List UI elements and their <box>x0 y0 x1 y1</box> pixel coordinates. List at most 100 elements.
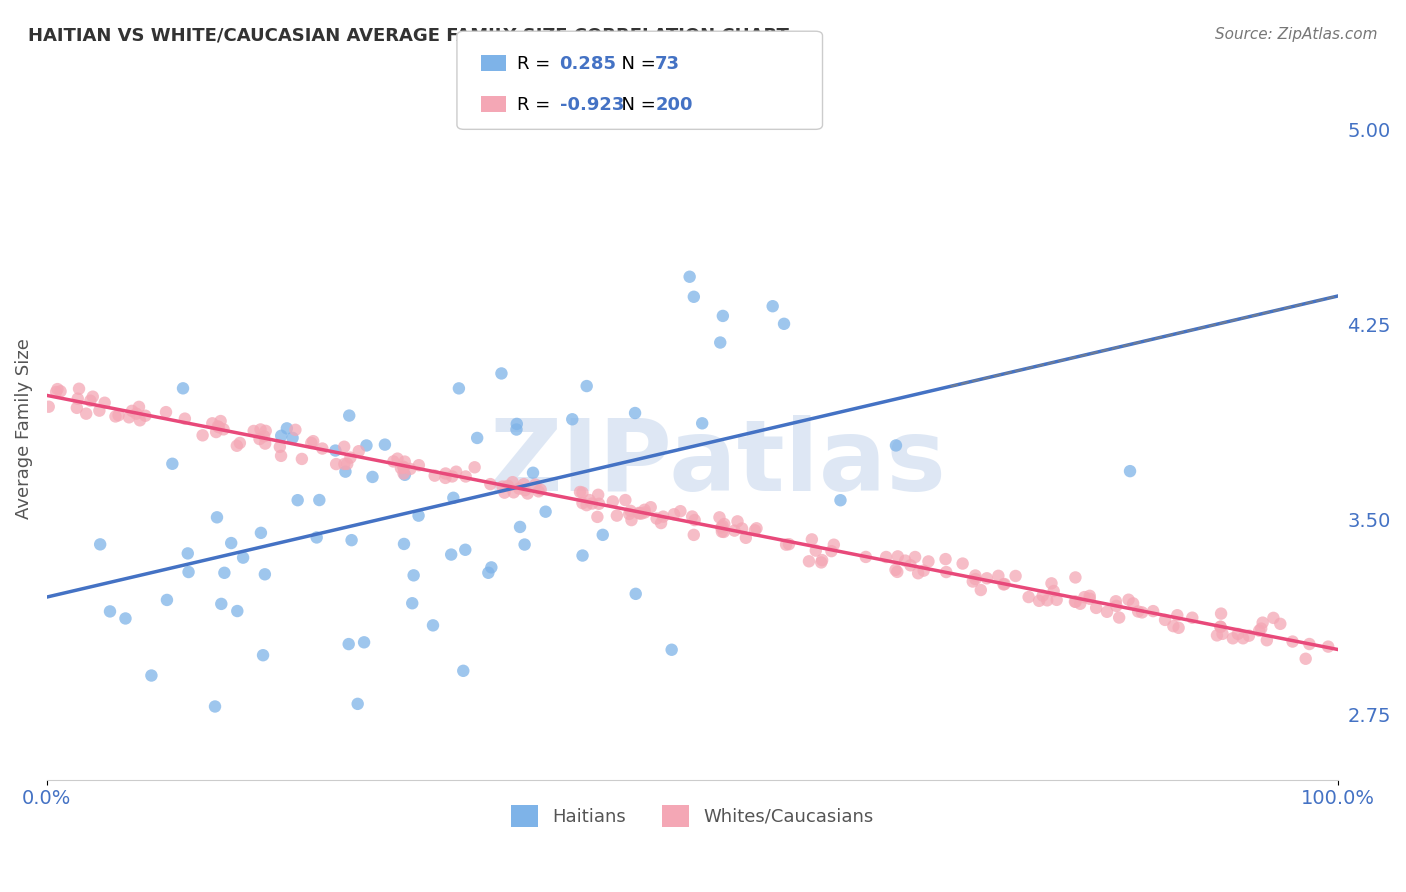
Whites/Caucasians <box>1095 605 1118 619</box>
Haitians <box>477 566 499 580</box>
Whites/Caucasians <box>201 417 224 431</box>
Whites/Caucasians <box>392 467 415 481</box>
Whites/Caucasians <box>619 504 641 518</box>
Whites/Caucasians <box>976 571 998 585</box>
Whites/Caucasians <box>962 574 984 589</box>
Whites/Caucasians <box>875 549 897 564</box>
Whites/Caucasians <box>1232 632 1254 646</box>
Haitians <box>172 381 194 395</box>
Haitians <box>392 537 415 551</box>
Haitians <box>1119 464 1142 478</box>
Whites/Caucasians <box>711 519 734 533</box>
Text: 73: 73 <box>655 55 681 73</box>
Whites/Caucasians <box>1295 652 1317 666</box>
Whites/Caucasians <box>229 436 252 450</box>
Whites/Caucasians <box>804 543 827 558</box>
Whites/Caucasians <box>713 524 735 539</box>
Whites/Caucasians <box>775 538 797 552</box>
Haitians <box>830 493 852 508</box>
Haitians <box>177 546 200 560</box>
Whites/Caucasians <box>1042 584 1064 599</box>
Whites/Caucasians <box>134 409 156 423</box>
Haitians <box>440 548 463 562</box>
Whites/Caucasians <box>965 568 987 582</box>
Whites/Caucasians <box>575 498 598 512</box>
Haitians <box>305 531 328 545</box>
Whites/Caucasians <box>1250 622 1272 636</box>
Haitians <box>661 642 683 657</box>
Haitians <box>356 438 378 452</box>
Whites/Caucasians <box>104 409 127 424</box>
Whites/Caucasians <box>336 457 359 471</box>
Whites/Caucasians <box>208 420 231 434</box>
Whites/Caucasians <box>107 409 129 423</box>
Whites/Caucasians <box>325 457 347 471</box>
Whites/Caucasians <box>993 577 1015 591</box>
Whites/Caucasians <box>683 513 706 527</box>
Whites/Caucasians <box>620 513 643 527</box>
Whites/Caucasians <box>734 531 756 545</box>
Text: HAITIAN VS WHITE/CAUCASIAN AVERAGE FAMILY SIZE CORRELATION CHART: HAITIAN VS WHITE/CAUCASIAN AVERAGE FAMIL… <box>28 27 789 45</box>
Whites/Caucasians <box>1237 629 1260 643</box>
Whites/Caucasians <box>284 423 307 437</box>
Whites/Caucasians <box>209 414 232 428</box>
Whites/Caucasians <box>884 563 907 577</box>
Whites/Caucasians <box>1270 616 1292 631</box>
Whites/Caucasians <box>494 485 516 500</box>
Whites/Caucasians <box>1317 640 1340 654</box>
Whites/Caucasians <box>1130 606 1153 620</box>
Whites/Caucasians <box>900 558 922 573</box>
Legend: Haitians, Whites/Caucasians: Haitians, Whites/Caucasians <box>503 797 882 834</box>
Whites/Caucasians <box>952 557 974 571</box>
Whites/Caucasians <box>530 483 553 497</box>
Whites/Caucasians <box>118 410 141 425</box>
Haitians <box>408 508 430 523</box>
Haitians <box>592 528 614 542</box>
Whites/Caucasians <box>1126 605 1149 619</box>
Whites/Caucasians <box>588 497 610 511</box>
Whites/Caucasians <box>614 493 637 508</box>
Haitians <box>401 596 423 610</box>
Whites/Caucasians <box>987 569 1010 583</box>
Whites/Caucasians <box>1078 591 1101 606</box>
Haitians <box>232 550 254 565</box>
Whites/Caucasians <box>731 521 754 535</box>
Whites/Caucasians <box>993 577 1015 591</box>
Whites/Caucasians <box>125 407 148 421</box>
Haitians <box>209 597 232 611</box>
Whites/Caucasians <box>586 488 609 502</box>
Haitians <box>325 443 347 458</box>
Whites/Caucasians <box>727 514 749 528</box>
Whites/Caucasians <box>423 468 446 483</box>
Whites/Caucasians <box>569 485 592 500</box>
Whites/Caucasians <box>129 413 152 427</box>
Whites/Caucasians <box>581 496 603 510</box>
Haitians <box>451 664 474 678</box>
Whites/Caucasians <box>1209 620 1232 634</box>
Haitians <box>441 491 464 505</box>
Whites/Caucasians <box>586 509 609 524</box>
Whites/Caucasians <box>347 444 370 458</box>
Haitians <box>177 565 200 579</box>
Text: ZIPatlas: ZIPatlas <box>489 415 946 512</box>
Whites/Caucasians <box>907 566 929 581</box>
Haitians <box>422 618 444 632</box>
Whites/Caucasians <box>173 411 195 425</box>
Whites/Caucasians <box>797 554 820 568</box>
Whites/Caucasians <box>935 565 957 579</box>
Whites/Caucasians <box>311 442 333 456</box>
Whites/Caucasians <box>382 454 405 468</box>
Whites/Caucasians <box>606 508 628 523</box>
Haitians <box>308 493 330 508</box>
Whites/Caucasians <box>627 506 650 520</box>
Whites/Caucasians <box>744 524 766 538</box>
Haitians <box>250 525 273 540</box>
Haitians <box>114 611 136 625</box>
Whites/Caucasians <box>886 565 908 579</box>
Whites/Caucasians <box>1212 627 1234 641</box>
Whites/Caucasians <box>650 516 672 530</box>
Whites/Caucasians <box>810 556 832 570</box>
Text: -0.923: -0.923 <box>560 96 624 114</box>
Whites/Caucasians <box>454 469 477 483</box>
Whites/Caucasians <box>912 564 935 578</box>
